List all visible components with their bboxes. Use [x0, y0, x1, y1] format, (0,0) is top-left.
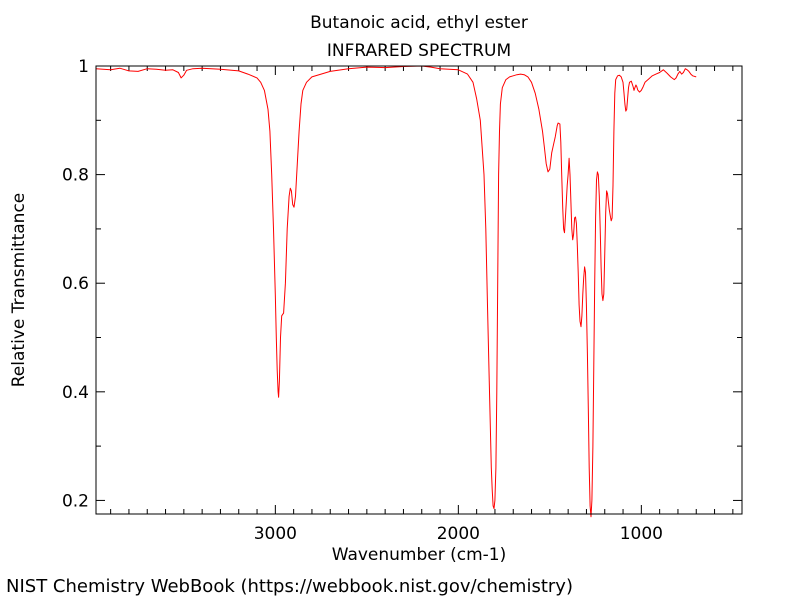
chart-subtitle: INFRARED SPECTRUM	[327, 41, 511, 61]
y-tick-label: 0.2	[62, 491, 89, 511]
axis-ticks	[96, 65, 742, 514]
axis-tick-labels: 3000 2000 1000 0.2 0.4 0.6 0.8 1	[62, 57, 663, 544]
x-tick-label: 2000	[437, 524, 480, 544]
y-tick-label: 0.4	[62, 383, 89, 403]
y-tick-label: 0.6	[62, 274, 89, 294]
source-credit: NIST Chemistry WebBook (https://webbook.…	[6, 576, 573, 597]
spectrum-line	[95, 65, 697, 518]
y-tick-label: 0.8	[62, 166, 89, 186]
chart-title: Butanoic acid, ethyl ester	[310, 13, 528, 33]
plot-frame	[95, 65, 743, 515]
x-tick-label: 1000	[620, 524, 663, 544]
y-axis-label: Relative Transmittance	[9, 193, 29, 388]
x-axis-label: Wavenumber (cm-1)	[332, 545, 507, 565]
y-tick-label: 1	[78, 57, 89, 77]
x-tick-label: 3000	[254, 524, 297, 544]
